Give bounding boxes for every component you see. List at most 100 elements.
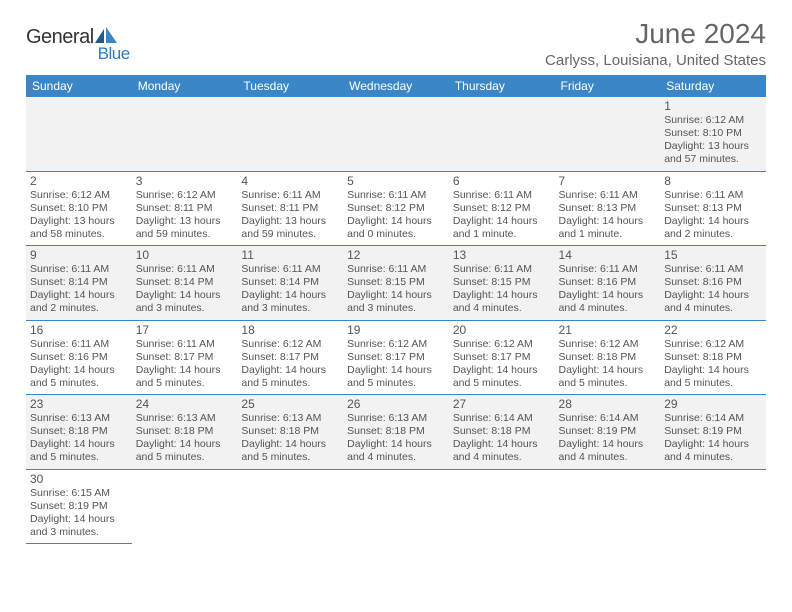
day-number: 16 xyxy=(30,323,128,337)
day-number: 15 xyxy=(664,248,762,262)
calendar-week-row: 30Sunrise: 6:15 AMSunset: 8:19 PMDayligh… xyxy=(26,469,766,544)
day-number: 19 xyxy=(347,323,445,337)
day-info: Sunrise: 6:13 AMSunset: 8:18 PMDaylight:… xyxy=(347,412,445,465)
calendar-day-cell: 11Sunrise: 6:11 AMSunset: 8:14 PMDayligh… xyxy=(237,246,343,321)
day-header: Sunday xyxy=(26,75,132,97)
day-header: Monday xyxy=(132,75,238,97)
day-info: Sunrise: 6:11 AMSunset: 8:12 PMDaylight:… xyxy=(347,189,445,242)
calendar-page: General Blue June 2024 Carlyss, Louisian… xyxy=(0,0,792,544)
calendar-day-cell: 7Sunrise: 6:11 AMSunset: 8:13 PMDaylight… xyxy=(555,171,661,246)
day-number: 10 xyxy=(136,248,234,262)
calendar-day-cell: 15Sunrise: 6:11 AMSunset: 8:16 PMDayligh… xyxy=(660,246,766,321)
calendar-day-cell: 27Sunrise: 6:14 AMSunset: 8:18 PMDayligh… xyxy=(449,395,555,470)
day-info: Sunrise: 6:11 AMSunset: 8:13 PMDaylight:… xyxy=(559,189,657,242)
calendar-body: 1Sunrise: 6:12 AMSunset: 8:10 PMDaylight… xyxy=(26,97,766,544)
day-info: Sunrise: 6:14 AMSunset: 8:19 PMDaylight:… xyxy=(664,412,762,465)
day-header: Wednesday xyxy=(343,75,449,97)
day-info: Sunrise: 6:13 AMSunset: 8:18 PMDaylight:… xyxy=(136,412,234,465)
calendar-day-cell: 20Sunrise: 6:12 AMSunset: 8:17 PMDayligh… xyxy=(449,320,555,395)
calendar-day-cell: 3Sunrise: 6:12 AMSunset: 8:11 PMDaylight… xyxy=(132,171,238,246)
day-info: Sunrise: 6:15 AMSunset: 8:19 PMDaylight:… xyxy=(30,487,128,540)
day-number: 22 xyxy=(664,323,762,337)
day-info: Sunrise: 6:11 AMSunset: 8:12 PMDaylight:… xyxy=(453,189,551,242)
calendar-day-cell xyxy=(555,97,661,171)
day-info: Sunrise: 6:11 AMSunset: 8:15 PMDaylight:… xyxy=(347,263,445,316)
day-info: Sunrise: 6:14 AMSunset: 8:18 PMDaylight:… xyxy=(453,412,551,465)
calendar-day-cell: 17Sunrise: 6:11 AMSunset: 8:17 PMDayligh… xyxy=(132,320,238,395)
calendar-day-cell: 21Sunrise: 6:12 AMSunset: 8:18 PMDayligh… xyxy=(555,320,661,395)
calendar-day-cell: 9Sunrise: 6:11 AMSunset: 8:14 PMDaylight… xyxy=(26,246,132,321)
calendar-day-cell: 18Sunrise: 6:12 AMSunset: 8:17 PMDayligh… xyxy=(237,320,343,395)
logo-text-general: General xyxy=(26,26,94,49)
calendar-day-cell xyxy=(555,469,661,544)
logo-text-blue: Blue xyxy=(98,44,130,64)
day-info: Sunrise: 6:11 AMSunset: 8:16 PMDaylight:… xyxy=(30,338,128,391)
title-block: June 2024 Carlyss, Louisiana, United Sta… xyxy=(545,18,766,69)
day-info: Sunrise: 6:12 AMSunset: 8:17 PMDaylight:… xyxy=(453,338,551,391)
day-number: 5 xyxy=(347,174,445,188)
day-info: Sunrise: 6:12 AMSunset: 8:17 PMDaylight:… xyxy=(347,338,445,391)
day-info: Sunrise: 6:11 AMSunset: 8:14 PMDaylight:… xyxy=(241,263,339,316)
calendar-week-row: 9Sunrise: 6:11 AMSunset: 8:14 PMDaylight… xyxy=(26,246,766,321)
day-info: Sunrise: 6:13 AMSunset: 8:18 PMDaylight:… xyxy=(30,412,128,465)
logo-sail-icon xyxy=(94,27,118,45)
day-header: Thursday xyxy=(449,75,555,97)
calendar-day-cell: 24Sunrise: 6:13 AMSunset: 8:18 PMDayligh… xyxy=(132,395,238,470)
day-info: Sunrise: 6:13 AMSunset: 8:18 PMDaylight:… xyxy=(241,412,339,465)
calendar-day-cell: 12Sunrise: 6:11 AMSunset: 8:15 PMDayligh… xyxy=(343,246,449,321)
calendar-day-cell: 5Sunrise: 6:11 AMSunset: 8:12 PMDaylight… xyxy=(343,171,449,246)
day-info: Sunrise: 6:14 AMSunset: 8:19 PMDaylight:… xyxy=(559,412,657,465)
calendar-day-cell xyxy=(237,469,343,544)
day-info: Sunrise: 6:12 AMSunset: 8:18 PMDaylight:… xyxy=(664,338,762,391)
day-info: Sunrise: 6:12 AMSunset: 8:10 PMDaylight:… xyxy=(664,114,762,167)
day-number: 17 xyxy=(136,323,234,337)
calendar-day-cell: 22Sunrise: 6:12 AMSunset: 8:18 PMDayligh… xyxy=(660,320,766,395)
day-number: 14 xyxy=(559,248,657,262)
calendar-day-cell xyxy=(343,97,449,171)
day-number: 1 xyxy=(664,99,762,113)
calendar-day-cell: 19Sunrise: 6:12 AMSunset: 8:17 PMDayligh… xyxy=(343,320,449,395)
day-info: Sunrise: 6:11 AMSunset: 8:11 PMDaylight:… xyxy=(241,189,339,242)
calendar-day-cell: 14Sunrise: 6:11 AMSunset: 8:16 PMDayligh… xyxy=(555,246,661,321)
location-text: Carlyss, Louisiana, United States xyxy=(545,52,766,69)
day-number: 26 xyxy=(347,397,445,411)
day-info: Sunrise: 6:11 AMSunset: 8:14 PMDaylight:… xyxy=(30,263,128,316)
day-number: 3 xyxy=(136,174,234,188)
day-header: Tuesday xyxy=(237,75,343,97)
day-number: 2 xyxy=(30,174,128,188)
calendar-day-cell xyxy=(237,97,343,171)
calendar-day-cell: 26Sunrise: 6:13 AMSunset: 8:18 PMDayligh… xyxy=(343,395,449,470)
day-info: Sunrise: 6:11 AMSunset: 8:16 PMDaylight:… xyxy=(664,263,762,316)
day-number: 30 xyxy=(30,472,128,486)
day-info: Sunrise: 6:12 AMSunset: 8:10 PMDaylight:… xyxy=(30,189,128,242)
day-info: Sunrise: 6:11 AMSunset: 8:15 PMDaylight:… xyxy=(453,263,551,316)
day-number: 4 xyxy=(241,174,339,188)
calendar-day-cell: 2Sunrise: 6:12 AMSunset: 8:10 PMDaylight… xyxy=(26,171,132,246)
header: General Blue June 2024 Carlyss, Louisian… xyxy=(26,18,766,69)
day-info: Sunrise: 6:12 AMSunset: 8:18 PMDaylight:… xyxy=(559,338,657,391)
day-number: 9 xyxy=(30,248,128,262)
calendar-day-cell xyxy=(343,469,449,544)
calendar-day-cell: 25Sunrise: 6:13 AMSunset: 8:18 PMDayligh… xyxy=(237,395,343,470)
calendar-week-row: 1Sunrise: 6:12 AMSunset: 8:10 PMDaylight… xyxy=(26,97,766,171)
calendar-day-cell: 4Sunrise: 6:11 AMSunset: 8:11 PMDaylight… xyxy=(237,171,343,246)
day-number: 18 xyxy=(241,323,339,337)
day-header: Friday xyxy=(555,75,661,97)
day-number: 29 xyxy=(664,397,762,411)
calendar-day-cell xyxy=(449,97,555,171)
day-number: 23 xyxy=(30,397,128,411)
day-number: 20 xyxy=(453,323,551,337)
day-number: 11 xyxy=(241,248,339,262)
calendar-day-cell: 30Sunrise: 6:15 AMSunset: 8:19 PMDayligh… xyxy=(26,469,132,544)
day-info: Sunrise: 6:11 AMSunset: 8:17 PMDaylight:… xyxy=(136,338,234,391)
calendar-day-cell xyxy=(449,469,555,544)
calendar-day-cell: 16Sunrise: 6:11 AMSunset: 8:16 PMDayligh… xyxy=(26,320,132,395)
calendar-week-row: 2Sunrise: 6:12 AMSunset: 8:10 PMDaylight… xyxy=(26,171,766,246)
day-number: 27 xyxy=(453,397,551,411)
logo: General Blue xyxy=(26,18,130,64)
calendar-day-cell: 29Sunrise: 6:14 AMSunset: 8:19 PMDayligh… xyxy=(660,395,766,470)
day-number: 6 xyxy=(453,174,551,188)
day-number: 12 xyxy=(347,248,445,262)
calendar-day-cell: 10Sunrise: 6:11 AMSunset: 8:14 PMDayligh… xyxy=(132,246,238,321)
day-number: 13 xyxy=(453,248,551,262)
